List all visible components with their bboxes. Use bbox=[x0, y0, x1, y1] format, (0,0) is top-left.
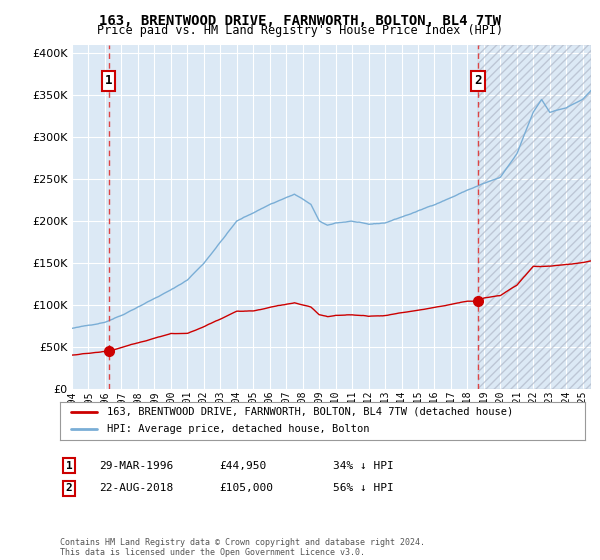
Text: 34% ↓ HPI: 34% ↓ HPI bbox=[333, 461, 394, 471]
Text: 2: 2 bbox=[65, 483, 73, 493]
Text: 29-MAR-1996: 29-MAR-1996 bbox=[99, 461, 173, 471]
Text: Price paid vs. HM Land Registry's House Price Index (HPI): Price paid vs. HM Land Registry's House … bbox=[97, 24, 503, 37]
Text: 163, BRENTWOOD DRIVE, FARNWORTH, BOLTON, BL4 7TW: 163, BRENTWOOD DRIVE, FARNWORTH, BOLTON,… bbox=[99, 14, 501, 28]
Bar bbox=[478, 45, 591, 389]
Text: 56% ↓ HPI: 56% ↓ HPI bbox=[333, 483, 394, 493]
Text: 1: 1 bbox=[105, 74, 112, 87]
Text: £44,950: £44,950 bbox=[219, 461, 266, 471]
Text: Contains HM Land Registry data © Crown copyright and database right 2024.
This d: Contains HM Land Registry data © Crown c… bbox=[60, 538, 425, 557]
Text: 22-AUG-2018: 22-AUG-2018 bbox=[99, 483, 173, 493]
Text: 163, BRENTWOOD DRIVE, FARNWORTH, BOLTON, BL4 7TW (detached house): 163, BRENTWOOD DRIVE, FARNWORTH, BOLTON,… bbox=[107, 407, 514, 417]
Text: HPI: Average price, detached house, Bolton: HPI: Average price, detached house, Bolt… bbox=[107, 424, 370, 435]
Text: 2: 2 bbox=[474, 74, 482, 87]
Text: £105,000: £105,000 bbox=[219, 483, 273, 493]
Text: 1: 1 bbox=[65, 461, 73, 471]
